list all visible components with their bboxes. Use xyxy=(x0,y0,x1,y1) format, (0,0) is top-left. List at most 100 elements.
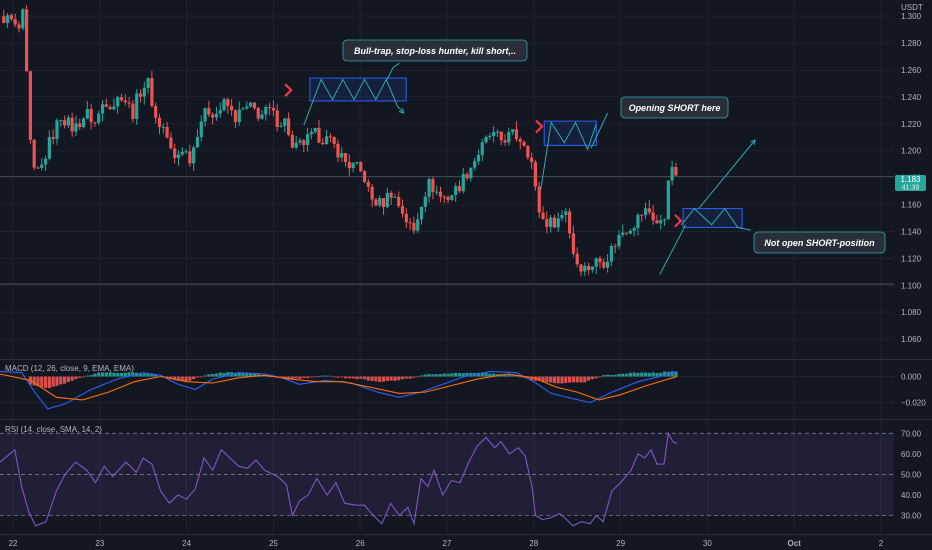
trend-line-upward[interactable] xyxy=(698,139,756,209)
price-tick-label[interactable]: 1.200 xyxy=(901,147,922,156)
candle[interactable] xyxy=(636,213,640,236)
candle-body[interactable] xyxy=(309,131,313,135)
candle-body[interactable] xyxy=(465,174,469,179)
candle[interactable] xyxy=(450,194,454,202)
candle[interactable] xyxy=(366,179,370,192)
time-tick-label[interactable]: 25 xyxy=(269,539,278,548)
candle[interactable] xyxy=(230,98,234,117)
candle[interactable] xyxy=(192,145,196,171)
candle[interactable] xyxy=(385,187,389,209)
time-tick-label[interactable]: 30 xyxy=(703,539,712,548)
candle[interactable] xyxy=(55,118,59,145)
candle-body[interactable] xyxy=(28,71,32,140)
candle[interactable] xyxy=(317,120,321,144)
candle[interactable] xyxy=(537,181,541,218)
candle-body[interactable] xyxy=(583,265,587,272)
candle[interactable] xyxy=(465,172,469,181)
candle[interactable] xyxy=(24,5,29,72)
candle[interactable] xyxy=(389,190,393,205)
candle-body[interactable] xyxy=(211,114,215,118)
candle-body[interactable] xyxy=(226,99,230,106)
candle[interactable] xyxy=(511,129,515,136)
candle[interactable] xyxy=(435,185,439,196)
candle-body[interactable] xyxy=(165,126,169,138)
candle-body[interactable] xyxy=(530,157,534,163)
candle-body[interactable] xyxy=(131,103,135,119)
candle[interactable] xyxy=(245,101,249,110)
candle-body[interactable] xyxy=(659,220,663,224)
candle-body[interactable] xyxy=(340,153,344,158)
candle-body[interactable] xyxy=(214,113,219,118)
candle-body[interactable] xyxy=(302,140,306,146)
candle[interactable] xyxy=(495,129,500,137)
candle[interactable] xyxy=(211,112,215,125)
candle-body[interactable] xyxy=(370,186,374,200)
candle-body[interactable] xyxy=(268,107,272,109)
candle[interactable] xyxy=(123,94,127,106)
candle-body[interactable] xyxy=(24,9,29,72)
candle-body[interactable] xyxy=(594,258,598,267)
candle[interactable] xyxy=(628,228,632,235)
candle-body[interactable] xyxy=(389,192,393,198)
candle[interactable] xyxy=(100,99,105,122)
candle[interactable] xyxy=(488,133,492,140)
candle-body[interactable] xyxy=(135,93,139,119)
candle[interactable] xyxy=(279,122,283,128)
candle[interactable] xyxy=(85,101,89,120)
candle-body[interactable] xyxy=(632,228,636,231)
candle-body[interactable] xyxy=(36,167,40,169)
candle-body[interactable] xyxy=(321,142,325,145)
candle-body[interactable] xyxy=(332,136,336,144)
candle-body[interactable] xyxy=(381,198,386,208)
candle[interactable] xyxy=(374,197,378,207)
candle[interactable] xyxy=(268,102,272,116)
zigzag-not-open-short[interactable] xyxy=(680,207,751,231)
candle-body[interactable] xyxy=(290,134,294,148)
price-tick-label[interactable]: 1.140 xyxy=(901,227,922,236)
candle[interactable] xyxy=(275,103,279,132)
candle[interactable] xyxy=(621,224,625,238)
zigzag-opening-short[interactable] xyxy=(540,121,597,190)
candle-body[interactable] xyxy=(97,113,101,123)
candle-body[interactable] xyxy=(279,125,283,127)
candle-body[interactable] xyxy=(507,132,511,143)
candle[interactable] xyxy=(613,243,617,253)
candle[interactable] xyxy=(264,104,268,121)
candle-body[interactable] xyxy=(613,246,617,248)
candle[interactable] xyxy=(321,138,325,146)
candle[interactable] xyxy=(127,96,131,109)
candle[interactable] xyxy=(104,98,108,108)
candle-body[interactable] xyxy=(446,196,450,200)
candle-body[interactable] xyxy=(93,122,97,124)
candle-body[interactable] xyxy=(324,136,329,145)
candle-body[interactable] xyxy=(628,230,632,234)
candle-body[interactable] xyxy=(51,137,55,139)
candle[interactable] xyxy=(146,77,150,94)
price-tick-label[interactable]: 1.240 xyxy=(901,93,922,102)
candle[interactable] xyxy=(586,262,591,275)
candle-body[interactable] xyxy=(586,265,591,271)
macd-signal-line[interactable] xyxy=(0,373,678,401)
candle-body[interactable] xyxy=(32,139,36,168)
candle-body[interactable] xyxy=(355,162,359,164)
candle[interactable] xyxy=(51,129,55,145)
candles[interactable] xyxy=(2,5,678,277)
candle-body[interactable] xyxy=(260,114,264,119)
candle-body[interactable] xyxy=(647,208,651,213)
candle-body[interactable] xyxy=(119,97,124,101)
candle-body[interactable] xyxy=(617,234,621,247)
candle[interactable] xyxy=(647,200,651,215)
candle-body[interactable] xyxy=(362,171,367,182)
candle-body[interactable] xyxy=(43,158,48,165)
candle-body[interactable] xyxy=(537,186,541,213)
candle-body[interactable] xyxy=(233,110,238,123)
candle-body[interactable] xyxy=(188,151,192,164)
candle-body[interactable] xyxy=(192,147,196,164)
candle[interactable] xyxy=(476,149,481,165)
rsi-tick-label[interactable]: 60.00 xyxy=(901,450,922,459)
candle-body[interactable] xyxy=(343,153,348,162)
candle[interactable] xyxy=(241,107,245,110)
candle[interactable] xyxy=(260,109,264,120)
candle[interactable] xyxy=(514,121,519,142)
candle[interactable] xyxy=(97,110,101,125)
